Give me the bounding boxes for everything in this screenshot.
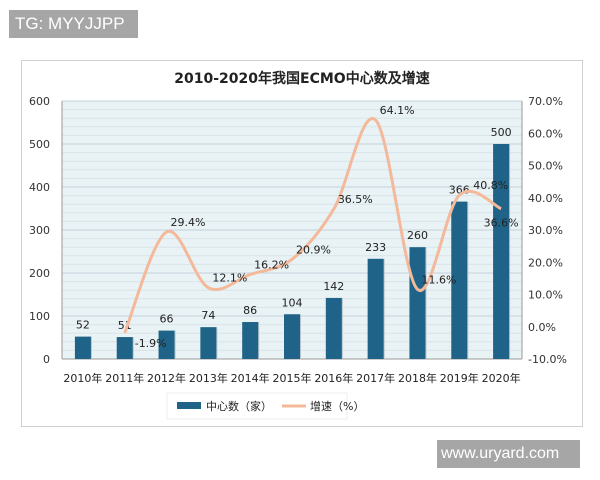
line-data-label: 36.6% — [484, 217, 519, 230]
line-data-label: 64.1% — [380, 104, 415, 117]
line-data-label: 16.2% — [254, 259, 289, 272]
bar — [158, 330, 175, 359]
x-tick-label: 2010年 — [63, 371, 102, 385]
bar — [367, 258, 384, 359]
bar-data-label: 66 — [160, 313, 174, 326]
bar — [116, 337, 133, 359]
x-tick-label: 2011年 — [105, 371, 144, 385]
right-tick-label: 70.0% — [528, 95, 563, 108]
bar — [242, 322, 259, 359]
watermark-bottom: www.uryard.com — [437, 440, 580, 468]
bar-data-label: 142 — [323, 280, 344, 293]
x-tick-label: 2014年 — [231, 371, 270, 385]
x-tick-label: 2015年 — [273, 371, 312, 385]
x-tick-label: 2016年 — [314, 371, 353, 385]
line-data-label: 36.5% — [338, 193, 373, 206]
right-tick-label: 40.0% — [528, 192, 563, 205]
left-tick-label: 0 — [43, 353, 50, 366]
right-tick-label: 10.0% — [528, 289, 563, 302]
left-tick-label: 100 — [29, 310, 50, 323]
chart-title: 2010-2020年我国ECMO中心数及增速 — [174, 70, 429, 87]
line-data-label: 20.9% — [296, 243, 331, 256]
bar — [325, 297, 342, 359]
x-tick-label: 2012年 — [147, 371, 186, 385]
left-tick-label: 400 — [29, 181, 50, 194]
growth-line — [123, 117, 502, 334]
legend-bar-swatch — [177, 402, 201, 409]
left-tick-label: 600 — [29, 95, 50, 108]
line-data-label: 11.6% — [421, 273, 456, 286]
right-tick-label: 0.0% — [528, 321, 556, 334]
right-tick-label: 60.0% — [528, 127, 563, 140]
x-tick-label: 2018年 — [398, 371, 437, 385]
right-tick-label: 50.0% — [528, 160, 563, 173]
x-tick-label: 2013年 — [189, 371, 228, 385]
legend-bar-label: 中心数（家） — [206, 399, 272, 413]
legend-line-label: 增速（%） — [310, 399, 364, 413]
line-data-label: -1.9% — [135, 337, 167, 350]
bar — [284, 314, 300, 359]
right-tick-label: -10.0% — [528, 353, 567, 366]
x-tick-label: 2017年 — [356, 371, 395, 385]
x-tick-label: 2020年 — [482, 371, 521, 385]
bar-data-label: 86 — [243, 304, 257, 317]
left-tick-label: 300 — [29, 224, 50, 237]
bar-data-label: 233 — [365, 241, 386, 254]
line-data-label: 29.4% — [171, 216, 206, 229]
bar — [74, 336, 91, 359]
left-tick-label: 200 — [29, 267, 50, 280]
bar-data-label: 74 — [201, 309, 215, 322]
x-tick-label: 2019年 — [440, 371, 479, 385]
left-tick-label: 500 — [29, 138, 50, 151]
bar — [451, 201, 468, 359]
bar-data-label: 52 — [76, 319, 90, 332]
watermark-top: TG: MYYJJPP — [9, 10, 138, 38]
bar — [200, 327, 217, 359]
bar-data-label: 104 — [282, 296, 303, 309]
line-data-label: 40.8% — [473, 179, 508, 192]
right-tick-label: 30.0% — [528, 224, 563, 237]
bar — [493, 144, 510, 359]
right-tick-label: 20.0% — [528, 256, 563, 269]
bar-data-label: 500 — [491, 126, 512, 139]
line-data-label: 12.1% — [212, 272, 247, 285]
bar — [409, 247, 426, 359]
bar-data-label: 260 — [407, 229, 428, 242]
